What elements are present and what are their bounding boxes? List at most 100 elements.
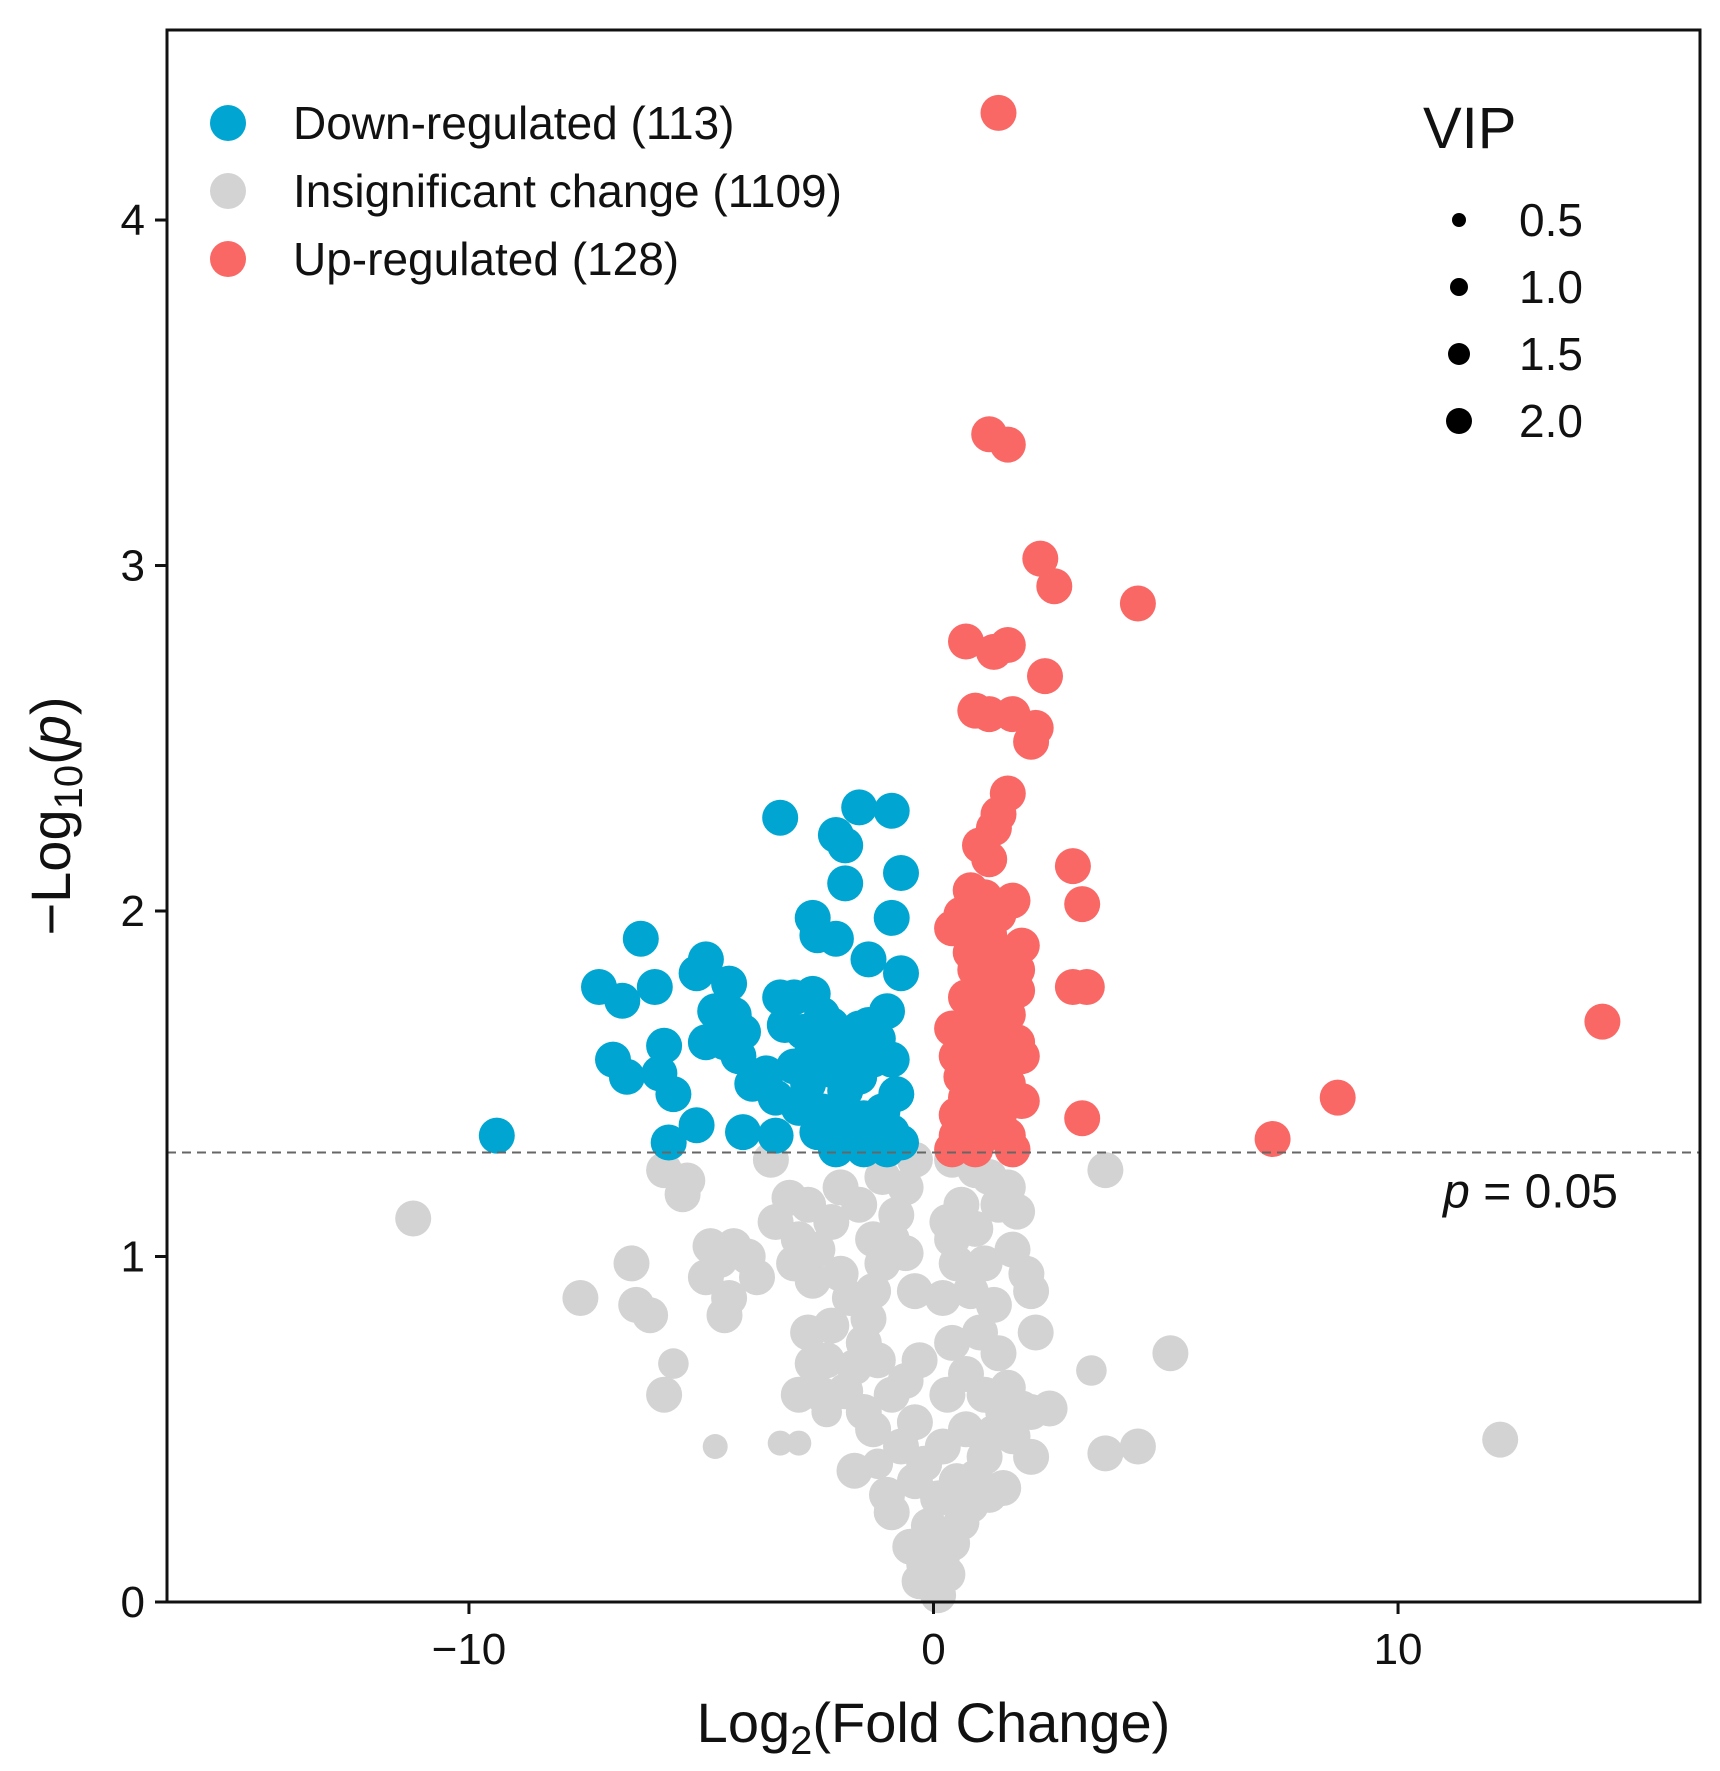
down-point bbox=[873, 792, 910, 829]
insignificant-point bbox=[855, 1221, 892, 1258]
vip-legend-label: 2.0 bbox=[1519, 395, 1583, 447]
insignificant-point bbox=[632, 1297, 669, 1334]
insignificant-point bbox=[813, 1307, 850, 1344]
insignificant-legend-marker bbox=[210, 173, 246, 209]
x-axis-label-suffix: (Fold Change) bbox=[812, 1691, 1170, 1754]
insignificant-point bbox=[855, 1411, 892, 1448]
up-point bbox=[1119, 585, 1156, 622]
up-point bbox=[971, 841, 1008, 878]
y-axis-label-open: ( bbox=[19, 746, 82, 765]
insignificant-point bbox=[1017, 1314, 1054, 1351]
insignificant-point bbox=[1119, 1428, 1156, 1465]
insignificant-point bbox=[864, 1159, 901, 1195]
insignificant-point bbox=[924, 1535, 961, 1572]
down-point bbox=[873, 1041, 910, 1078]
y-axis-label-subscript: 10 bbox=[47, 765, 91, 810]
insignificant-point bbox=[687, 1259, 724, 1296]
down-point bbox=[478, 1117, 515, 1154]
down-point bbox=[883, 955, 919, 992]
insignificant-point bbox=[1482, 1421, 1519, 1458]
y-tick-label: 2 bbox=[121, 887, 145, 936]
x-axis-label: Log2(Fold Change) bbox=[697, 1691, 1171, 1763]
insignificant-point bbox=[896, 1273, 933, 1310]
insignificant-point bbox=[562, 1280, 599, 1316]
up-point bbox=[1064, 886, 1101, 923]
insignificant-point bbox=[790, 1186, 827, 1223]
insignificant-point bbox=[1076, 1355, 1107, 1386]
threshold-label: p = 0.05 bbox=[1441, 1166, 1618, 1219]
x-axis-label-prefix: Log bbox=[697, 1691, 790, 1754]
down-legend-marker bbox=[210, 105, 246, 141]
up-legend-marker bbox=[210, 241, 246, 277]
threshold-label-p: p bbox=[1441, 1166, 1470, 1219]
down-point bbox=[655, 1076, 692, 1113]
insignificant-point bbox=[948, 1411, 984, 1448]
down-point bbox=[817, 920, 854, 957]
data-points bbox=[395, 94, 1621, 1614]
down-point bbox=[604, 982, 641, 1019]
down-point bbox=[720, 1038, 757, 1075]
y-axis-label-close: ) bbox=[19, 696, 82, 715]
x-axis-label-subscript: 2 bbox=[790, 1719, 812, 1763]
insignificant-point bbox=[966, 1376, 1003, 1413]
down-point bbox=[827, 865, 864, 902]
x-tick-label: −10 bbox=[432, 1625, 507, 1674]
up-point bbox=[1068, 969, 1105, 1005]
up-point bbox=[1064, 1100, 1101, 1137]
insignificant-point bbox=[896, 1463, 933, 1500]
up-point bbox=[1027, 658, 1063, 695]
up-point bbox=[980, 94, 1017, 131]
insignificant-point bbox=[910, 1508, 947, 1544]
y-axis-label-prefix: −Log bbox=[19, 809, 82, 935]
up-point bbox=[1022, 540, 1059, 577]
insignificant-point bbox=[841, 1186, 878, 1223]
insignificant-point bbox=[980, 1186, 1017, 1223]
vip-legend-marker bbox=[1448, 343, 1470, 365]
down-point bbox=[757, 1117, 794, 1154]
down-point bbox=[650, 1124, 687, 1161]
vip-legend-label: 1.5 bbox=[1519, 328, 1583, 380]
insignificant-point bbox=[994, 1418, 1031, 1455]
down-point bbox=[827, 827, 864, 864]
down-point bbox=[711, 965, 748, 1002]
category-legend: Down-regulated (113) Insignificant change… bbox=[210, 97, 842, 285]
down-point bbox=[725, 1114, 761, 1151]
insignificant-point bbox=[831, 1280, 868, 1316]
up-point bbox=[1254, 1121, 1291, 1157]
up-point bbox=[1036, 568, 1073, 605]
up-point bbox=[1013, 723, 1050, 760]
up-point bbox=[989, 426, 1026, 463]
y-tick-label: 1 bbox=[121, 1233, 145, 1282]
down-point bbox=[678, 1107, 715, 1144]
insignificant-point bbox=[980, 1335, 1017, 1372]
insignificant-point bbox=[975, 1286, 1012, 1323]
down-point bbox=[883, 855, 919, 891]
down-point bbox=[622, 920, 659, 957]
insignificant-point bbox=[873, 1494, 910, 1531]
vip-legend-marker bbox=[1446, 408, 1472, 434]
insignificant-point bbox=[702, 1434, 728, 1459]
up-point bbox=[1054, 848, 1091, 885]
insignificant-point bbox=[808, 1342, 845, 1379]
y-axis-label: −Log10(p) bbox=[19, 696, 91, 935]
insignificant-legend-label: Insignificant change (1109) bbox=[293, 165, 842, 217]
insignificant-point bbox=[859, 1342, 896, 1379]
insignificant-point bbox=[739, 1259, 775, 1296]
up-point bbox=[957, 1131, 994, 1168]
y-tick-label: 4 bbox=[121, 196, 145, 245]
vip-legend-label: 1.0 bbox=[1519, 261, 1583, 313]
insignificant-point bbox=[1087, 1435, 1124, 1472]
up-point bbox=[948, 623, 984, 660]
insignificant-point bbox=[395, 1200, 432, 1237]
up-point bbox=[1584, 1003, 1621, 1040]
insignificant-point bbox=[664, 1176, 701, 1213]
vip-legend-label: 0.5 bbox=[1519, 194, 1583, 246]
insignificant-point bbox=[1031, 1390, 1068, 1427]
insignificant-point bbox=[994, 1231, 1031, 1268]
y-tick-label: 3 bbox=[121, 542, 145, 591]
down-point bbox=[636, 969, 673, 1005]
down-point bbox=[850, 941, 887, 978]
down-point bbox=[873, 899, 910, 936]
down-point bbox=[646, 1027, 683, 1064]
